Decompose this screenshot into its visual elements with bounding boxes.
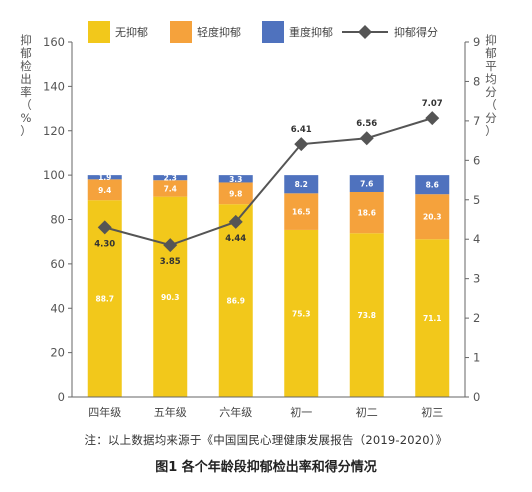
score-marker (294, 137, 309, 152)
bar-segment (153, 196, 188, 397)
bar-segment (349, 175, 384, 192)
bar-data-label: 75.3 (292, 309, 311, 318)
bar-data-label: 90.3 (161, 293, 180, 302)
left-tick-label: 160 (43, 35, 65, 49)
bar-segment (415, 175, 450, 195)
left-tick-label: 80 (50, 213, 65, 227)
right-tick-label: 2 (473, 311, 480, 325)
x-category-label: 四年级 (88, 405, 121, 419)
bar-data-label: 8.2 (295, 180, 308, 189)
score-data-label: 6.56 (356, 119, 377, 129)
bar-data-label: 20.3 (423, 213, 442, 222)
left-axis-title: 抑郁检出率（%） (20, 33, 32, 138)
right-y-axis: 0 1 2 3 4 5 6 7 8 9 (464, 35, 480, 404)
bar-data-label: 9.8 (229, 189, 242, 198)
bar-segment (284, 175, 319, 194)
score-marker (97, 220, 112, 235)
legend-label: 抑郁得分 (394, 25, 438, 39)
right-tick-label: 4 (473, 232, 480, 246)
bar-segment (284, 193, 319, 230)
x-category-label: 六年级 (219, 405, 252, 419)
right-tick-label: 5 (473, 193, 480, 207)
score-marker (425, 111, 440, 126)
legend-label: 重度抑郁 (289, 25, 333, 39)
right-axis-title: 抑郁平均分（分） (485, 33, 497, 138)
figure-caption: 图1 各个年龄段抑郁检出率和得分情况 (155, 460, 377, 475)
bar-data-label: 8.6 (426, 181, 439, 190)
bar-segment (415, 239, 450, 397)
score-line-path (104, 117, 433, 247)
x-category-label: 初一 (290, 405, 312, 419)
bar-data-label: 1.9 (98, 173, 111, 182)
bar-data-label: 7.6 (360, 180, 373, 189)
legend-label: 无抑郁 (115, 25, 148, 39)
x-category-label: 初三 (421, 405, 443, 419)
bar-segment (349, 191, 384, 234)
bar-segment (153, 175, 188, 181)
score-data-label: 6.41 (291, 125, 312, 135)
right-tick-label: 3 (473, 272, 480, 286)
left-tick-label: 120 (43, 124, 65, 138)
right-tick-label: 1 (473, 351, 480, 365)
x-axis: 四年级 五年级 六年级 初一 初二 初三 (72, 396, 465, 419)
x-category-label: 五年级 (154, 405, 187, 419)
axis-titles: 抑郁检出率（%） 抑郁平均分（分） (20, 33, 497, 138)
left-tick-label: 100 (43, 168, 65, 182)
bar-segment (349, 233, 384, 397)
bar-data-label: 73.8 (357, 311, 376, 320)
bar-data-label: 3.3 (229, 175, 242, 184)
bar-data-label: 7.4 (164, 184, 177, 193)
score-marker (163, 238, 178, 253)
legend-swatch (170, 21, 192, 43)
bar-segment (153, 180, 188, 197)
x-category-label: 初二 (356, 405, 378, 419)
bar-segment (218, 182, 253, 205)
legend-swatch (262, 21, 284, 43)
bar-data-label: 2.3 (164, 174, 177, 183)
right-tick-label: 7 (473, 114, 480, 128)
legend: 无抑郁 轻度抑郁 重度抑郁 抑郁得分 (88, 21, 438, 43)
legend-swatch (88, 21, 110, 43)
right-tick-label: 6 (473, 153, 480, 167)
score-data-label: 4.30 (94, 239, 115, 249)
left-tick-label: 0 (58, 390, 65, 404)
right-tick-label: 8 (473, 74, 480, 88)
source-note: 注：以上数据均来源于《中国国民心理健康发展报告（2019-2020）》 (84, 433, 448, 447)
bar-data-label: 18.6 (357, 209, 376, 218)
bar-data-label: 88.7 (95, 295, 114, 304)
bar-segment (87, 175, 122, 180)
bar-segment (415, 194, 450, 240)
left-tick-label: 40 (50, 301, 65, 315)
left-tick-label: 140 (43, 79, 65, 93)
legend-label: 轻度抑郁 (197, 25, 241, 39)
right-tick-label: 9 (473, 35, 480, 49)
bar-segment (218, 175, 253, 183)
score-marker (359, 131, 374, 146)
score-marker (228, 214, 243, 229)
bar-data-label: 71.1 (423, 314, 442, 323)
left-tick-label: 60 (50, 257, 65, 271)
bar-segment (218, 204, 253, 397)
bar-segment (87, 179, 122, 201)
bar-data-label: 86.9 (226, 297, 245, 306)
legend-line-marker (358, 25, 372, 39)
score-data-label: 4.44 (225, 234, 246, 244)
bar-data-label: 9.4 (98, 186, 111, 195)
left-y-axis: 0 20 40 60 80 100 120 140 160 (43, 35, 73, 404)
right-tick-label: 0 (473, 390, 480, 404)
bar-data-label: 16.5 (292, 208, 311, 217)
score-line: 4.30 3.85 4.44 6.41 6.56 7.07 (94, 99, 443, 267)
bars: 88.7 9.4 1.9 90.3 7.42.3 86.9 9.8 3.3 75.3 16.5 8.… (87, 173, 450, 397)
bar-segment (284, 229, 319, 397)
score-data-label: 7.07 (422, 99, 443, 109)
chart: 0 20 40 60 80 100 120 140 160 0 1 2 3 4 5 6 7 8 9 88.7 9.4… (20, 21, 497, 419)
score-data-label: 3.85 (160, 257, 181, 267)
left-tick-label: 20 (50, 346, 65, 360)
